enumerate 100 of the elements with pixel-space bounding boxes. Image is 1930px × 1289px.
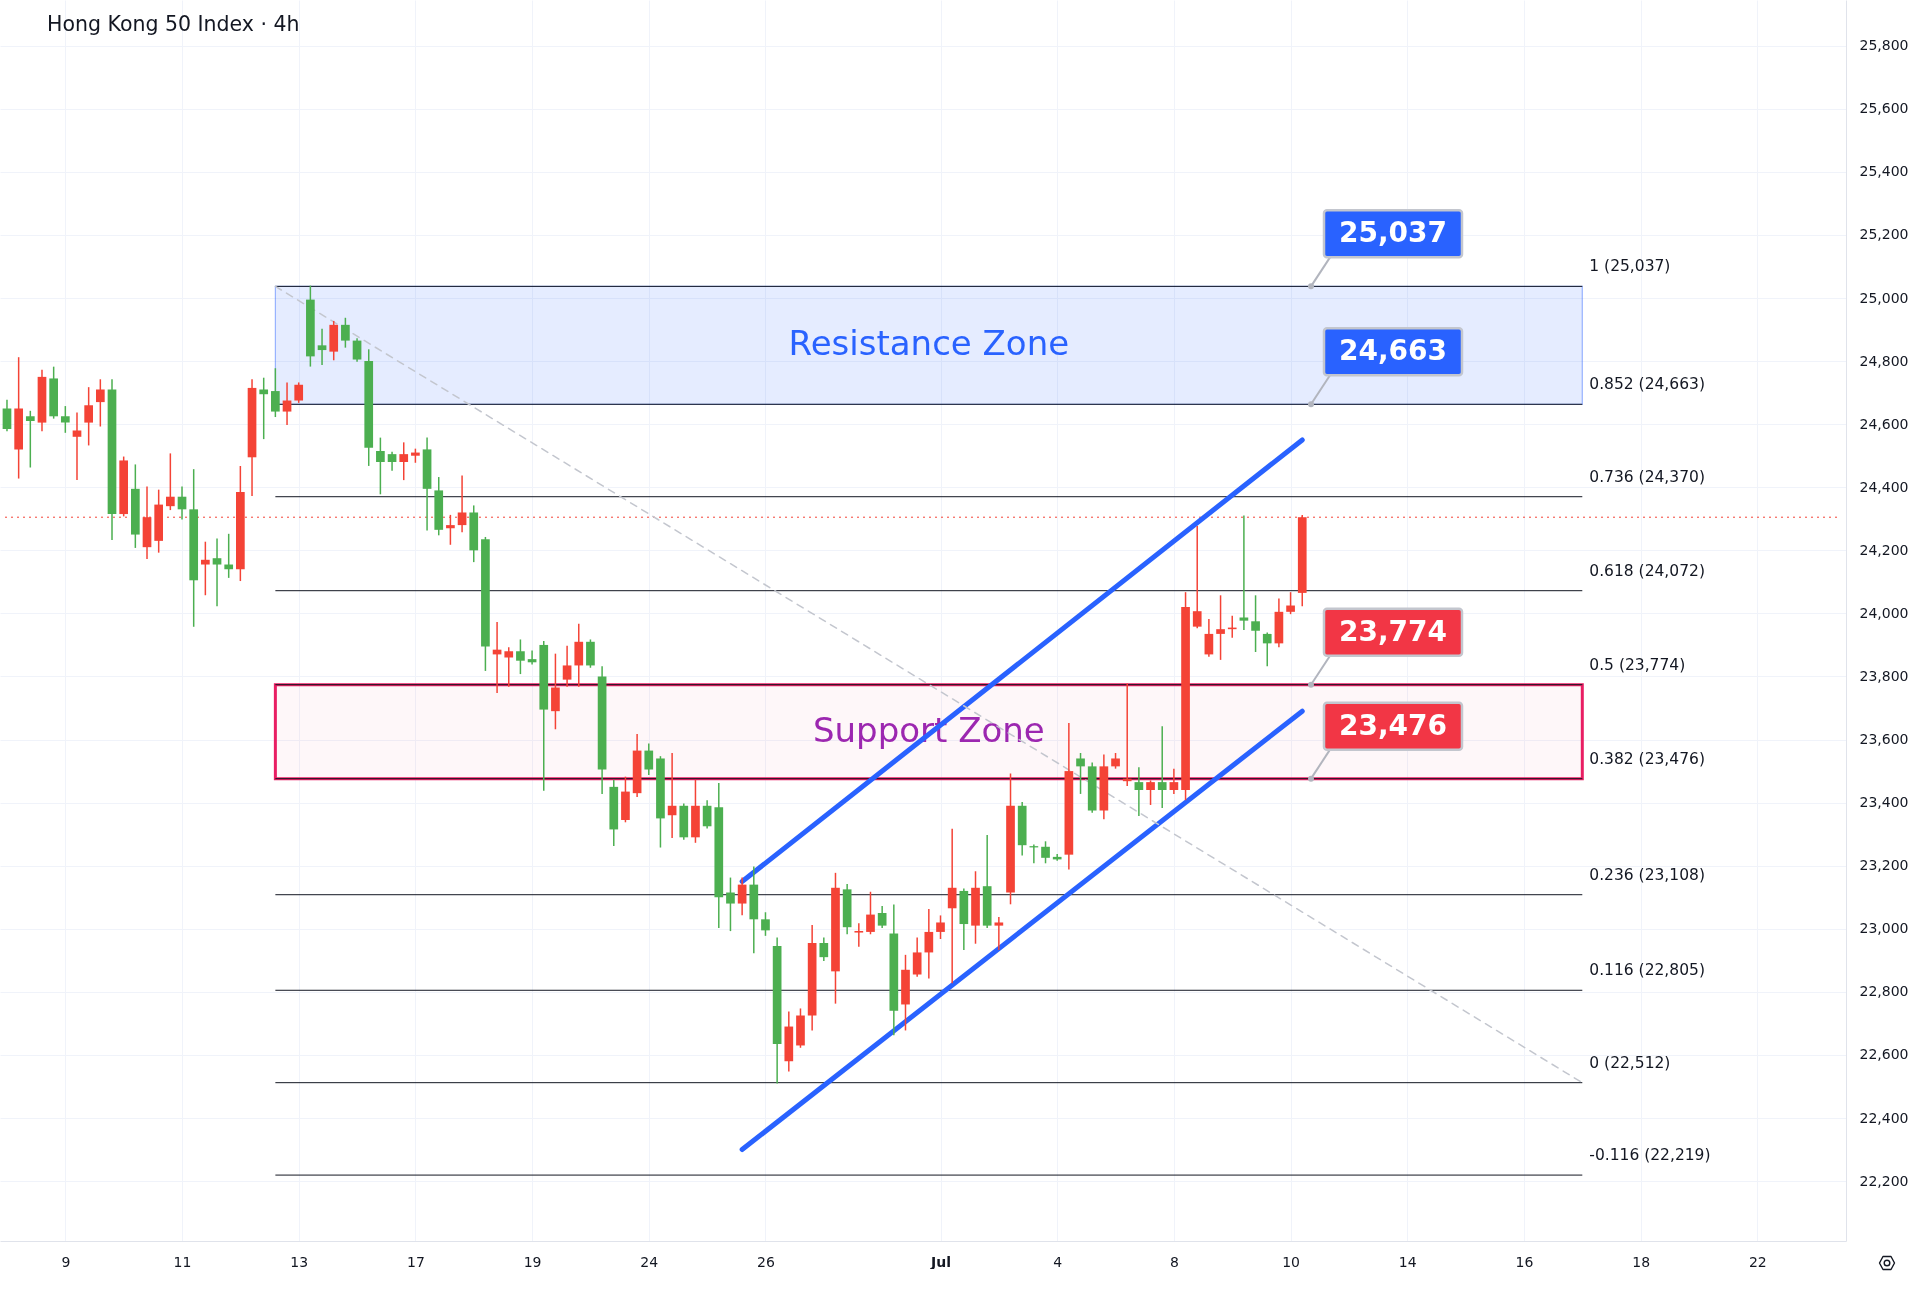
ref-line-label: 0.382 (23,476)	[1589, 749, 1705, 768]
x-tick-label: 19	[523, 1253, 542, 1270]
candlestick	[702, 800, 712, 829]
annotation: 25,037	[1338, 216, 1448, 250]
candlestick	[877, 905, 887, 928]
annotation: 23,476	[1338, 708, 1448, 742]
y-tick-label: 24,400	[1859, 478, 1909, 495]
ref-line-label: 0.236 (23,108)	[1589, 865, 1705, 884]
candlestick	[271, 368, 280, 418]
ref-line-label: 0.618 (24,072)	[1589, 561, 1705, 580]
candlestick	[2, 399, 12, 432]
candlestick	[947, 828, 957, 984]
y-tick-label: 22,400	[1859, 1109, 1909, 1126]
candlestick	[936, 915, 945, 939]
ref-line-label: 0.852 (24,663)	[1589, 375, 1705, 394]
candlestick	[866, 891, 875, 935]
y-tick-label: 22,200	[1859, 1172, 1909, 1189]
y-tick-label: 23,800	[1859, 667, 1909, 684]
candlestick	[1192, 525, 1202, 629]
x-tick-label: 11	[173, 1253, 192, 1270]
candlestick	[60, 406, 70, 433]
candlestick	[761, 912, 770, 936]
y-tick-label: 24,200	[1859, 541, 1909, 558]
candlestick	[994, 916, 1004, 951]
y-tick-label: 23,000	[1859, 920, 1909, 937]
candlestick	[352, 338, 362, 362]
candlestick	[586, 639, 595, 668]
x-tick-label: 14	[1398, 1253, 1417, 1270]
y-tick-label: 25,000	[1859, 289, 1909, 306]
x-tick-label: Jul	[930, 1253, 951, 1270]
candlestick	[1251, 595, 1260, 652]
candlestick	[1041, 841, 1050, 864]
text: Hong Kong 50 Index · 4h	[47, 11, 300, 36]
candlestick	[282, 382, 292, 425]
ref-line-label: 0.5 (23,774)	[1589, 655, 1686, 674]
candlestick	[737, 877, 747, 916]
y-tick-label: 23,200	[1859, 857, 1909, 874]
annotation: 24,663	[1338, 334, 1448, 368]
y-tick-label: 23,600	[1859, 731, 1909, 748]
candlestick	[551, 653, 560, 730]
candlestick	[1134, 767, 1144, 816]
candlestick	[516, 639, 525, 675]
ref-line-label: -0.116 (22,219)	[1589, 1146, 1711, 1165]
candlestick	[84, 387, 94, 446]
y-tick-label: 25,200	[1859, 226, 1909, 243]
candlestick	[317, 328, 327, 366]
candlestick	[644, 743, 654, 775]
x-tick-label: 22	[1748, 1253, 1767, 1270]
x-tick-label: 16	[1515, 1253, 1534, 1270]
candlestick	[924, 909, 934, 979]
x-tick-label: 18	[1632, 1253, 1651, 1270]
x-tick-label: 26	[757, 1253, 775, 1270]
candlestick	[1216, 595, 1225, 660]
candlestick	[1146, 780, 1155, 805]
annotation: 23,774	[1338, 614, 1448, 648]
y-tick-label: 25,800	[1859, 37, 1909, 54]
ref-line-label: 0.116 (22,805)	[1589, 961, 1705, 980]
y-tick-label: 24,000	[1859, 604, 1909, 621]
candlestick	[259, 377, 269, 440]
candlestick	[1169, 768, 1179, 794]
y-tick-label: 25,400	[1859, 163, 1909, 180]
candlestick	[1286, 592, 1295, 615]
y-tick-label: 23,400	[1859, 794, 1909, 811]
candlestick	[212, 538, 222, 607]
candlestick	[201, 541, 210, 596]
candlestick	[819, 937, 829, 962]
candlestick	[376, 437, 385, 495]
candlestick	[25, 410, 35, 468]
x-tick-label: 17	[406, 1253, 425, 1270]
candlestick	[912, 937, 922, 977]
candlestick	[294, 382, 304, 403]
candlestick	[854, 923, 864, 947]
y-tick-label: 22,800	[1859, 983, 1909, 1000]
band-label: Resistance Zone	[788, 323, 1070, 364]
candlestick	[1262, 632, 1272, 667]
candlestick	[1076, 753, 1085, 794]
x-tick-label: 13	[290, 1253, 309, 1270]
x-tick-label: 8	[1169, 1253, 1179, 1270]
candlestick	[72, 412, 82, 481]
y-tick-label: 24,800	[1859, 352, 1909, 369]
y-tick-label: 24,600	[1859, 415, 1909, 432]
candlestick	[95, 379, 105, 427]
ref-line-label: 0.736 (24,370)	[1589, 467, 1705, 486]
x-tick-label: 10	[1282, 1253, 1300, 1270]
candlestick	[726, 877, 735, 932]
x-tick-label: 24	[640, 1253, 659, 1270]
candlestick	[166, 453, 175, 511]
candlestick	[574, 623, 584, 687]
ref-line-label: 1 (25,037)	[1589, 257, 1671, 276]
x-tick-label: 9	[61, 1253, 71, 1270]
candlestick	[1157, 726, 1167, 809]
ref-line-label: 0 (22,512)	[1589, 1053, 1671, 1072]
candlestick	[562, 645, 572, 687]
candlestick	[1204, 618, 1214, 657]
candlestick	[399, 442, 409, 481]
candlestick	[341, 317, 350, 348]
x-tick-label: 4	[1053, 1253, 1063, 1270]
y-tick-label: 25,600	[1859, 100, 1909, 117]
candlestick	[504, 647, 514, 687]
y-tick-label: 22,600	[1859, 1046, 1909, 1063]
